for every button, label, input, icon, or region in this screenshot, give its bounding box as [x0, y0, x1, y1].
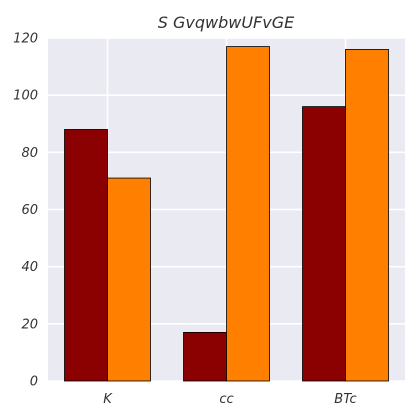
x-tick-label: BTc	[334, 392, 356, 407]
bar-series-1-cc	[183, 332, 227, 382]
chart-title: S GvqwbwUFvGE	[158, 13, 295, 32]
y-tick-label: 0	[30, 375, 38, 390]
y-tick-label: 60	[21, 203, 38, 218]
bar-series-2-cc	[226, 46, 270, 382]
y-tick-label: 120	[13, 32, 38, 47]
y-tick-label: 20	[21, 317, 38, 332]
x-tick-label: K	[103, 392, 113, 407]
bar-series-1-BTc	[302, 106, 346, 382]
y-tick-label: 40	[21, 260, 38, 275]
x-tick-label: cc	[219, 392, 233, 407]
y-tick-label: 100	[13, 89, 38, 104]
bars	[64, 46, 389, 382]
bar-series-2-K	[107, 177, 151, 382]
bar-series-1-K	[64, 129, 108, 382]
y-tick-label: 80	[21, 146, 38, 161]
bar-series-2-BTc	[345, 49, 389, 382]
y-axis-ticks: 0 20 40 60 80 100 120	[13, 32, 38, 390]
